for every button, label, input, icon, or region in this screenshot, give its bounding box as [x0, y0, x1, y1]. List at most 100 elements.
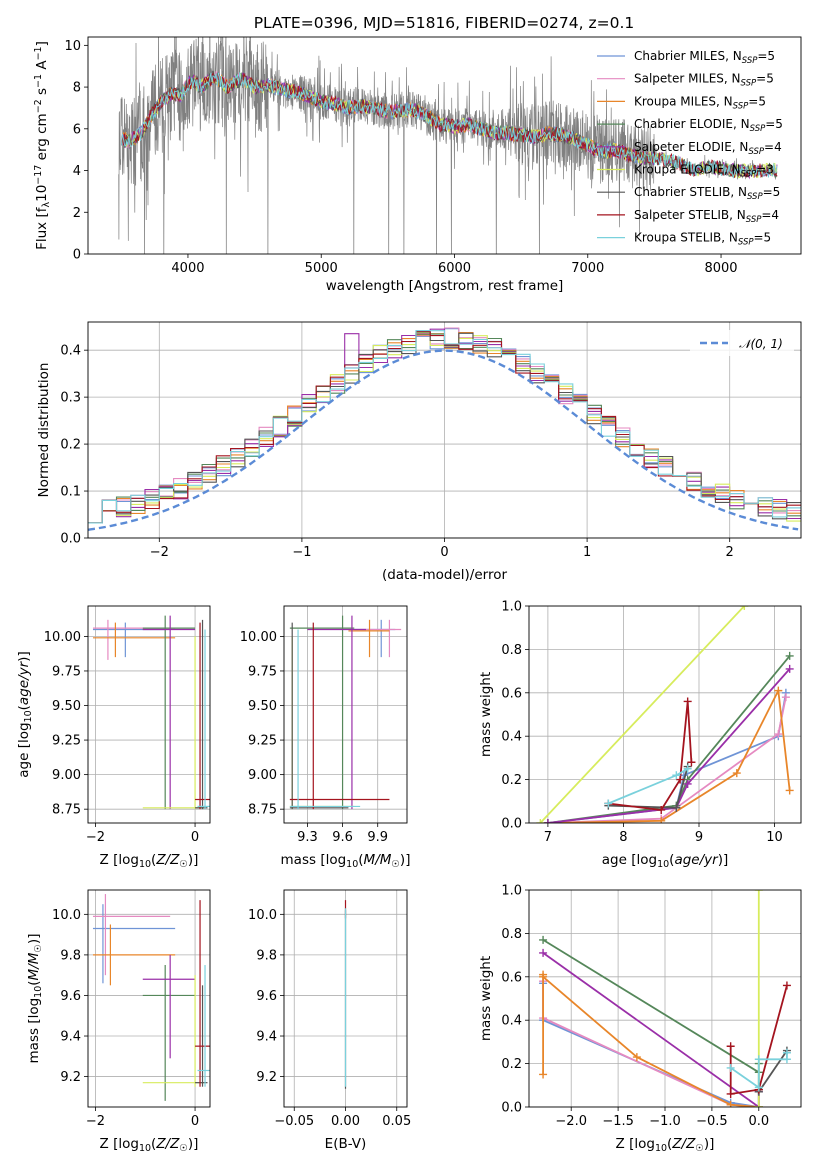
chart-mass-vs-Z: −2 0 9.2 9.4 9.6 9.8 10.0 Z [log10(Z/Z☉)] mass […	[26, 889, 211, 1154]
series-marker	[754, 1055, 763, 1064]
axes-residuals: −2 −1 0 1 2 0.0 0.1 0.2 0.3 0.4	[60, 344, 734, 560]
y-axis-label: mass weight	[478, 956, 494, 1041]
plot-area-spectrum	[118, 37, 778, 254]
x-axis-label: Z [log10(Z/Z☉)]	[616, 1136, 715, 1154]
legend-entry-chabrier-elodie: Chabrier ELODIE, NSSP=5	[634, 117, 783, 134]
grid-mass-vs-Z	[88, 890, 210, 1107]
series-marker	[726, 1063, 735, 1072]
legend-entry-salpeter-elodie: Salpeter ELODIE, NSSP=4	[634, 140, 782, 157]
errorbar-kroupa-stelib	[197, 629, 210, 810]
y-tick-label: 9.4	[60, 1030, 81, 1045]
plot-area-mass-weight-vs-Z	[529, 890, 801, 1107]
y-tick-label: 10.0	[52, 908, 81, 923]
series-marker	[657, 816, 666, 823]
series-marker	[726, 1089, 735, 1098]
series-marker	[740, 606, 749, 610]
series-salpeter-miles	[539, 977, 763, 1107]
y-axis-label: mass [log10(M/M☉)]	[26, 934, 44, 1064]
y-tick-label: 9.00	[52, 768, 81, 783]
errorbar-chabrier-stelib	[289, 622, 349, 810]
x-tick-label: −2	[150, 545, 169, 560]
x-tick-label: 2	[726, 545, 734, 560]
x-tick-label: −2	[86, 1114, 105, 1129]
series-line	[547, 696, 787, 823]
chart-mass-weight-vs-Z: −2.0 −1.5 −1.0 −0.5 0.0 0.0 0.2 0.4 0.6 0.8 1.0 Z […	[478, 884, 802, 1154]
chart-age-vs-Z: −2 0 8.75 9.00 9.25 9.50 9.75 10.00 Z [log10(Z/Z…	[16, 605, 211, 870]
y-tick-label: 10	[64, 39, 81, 54]
series-chabrier-elodie	[539, 935, 763, 1094]
errorbar-chabrier-elodie	[142, 615, 196, 810]
errorbar-chabrier-stelib	[195, 619, 208, 810]
y-tick-label: 0.2	[501, 773, 522, 788]
x-tick-label: 9.9	[367, 830, 388, 845]
chart-mass-weight-vs-age: 7 8 9 10 0.0 0.2 0.4 0.6 0.8 1.0 age [log10(age/yr…	[478, 600, 802, 870]
x-tick-label: 8000	[704, 261, 737, 276]
y-axis-label: Flux [fλ10−17 erg cm−2 s−1 A−1]	[33, 41, 52, 250]
y-tick-label: 0.0	[501, 817, 522, 832]
errorbar-salpeter-elodie	[307, 615, 366, 810]
y-tick-label: 0.8	[501, 927, 522, 942]
axes-frame	[87, 36, 802, 255]
errorbar-salpeter-miles	[92, 894, 171, 976]
y-tick-label: 4	[73, 164, 81, 179]
errorbar-kroupa-elodie	[289, 636, 355, 810]
series-line	[539, 606, 745, 823]
y-axis-label: mass weight	[478, 672, 494, 757]
plot-area-mass-weight-vs-age	[529, 606, 801, 823]
axes-frame	[528, 605, 802, 824]
series-kroupa-miles	[539, 970, 763, 1107]
series-marker	[782, 1048, 791, 1057]
plot-area-mass-vs-ebv	[284, 890, 407, 1107]
series-line	[547, 668, 791, 823]
axes-frame	[283, 889, 408, 1108]
y-tick-label: 9.75	[248, 664, 277, 679]
axes-mass-vs-ebv: −0.05 0.00 0.05 9.2 9.4 9.6 9.8 10.0	[248, 908, 411, 1129]
y-tick-label: 2	[73, 206, 81, 221]
errorbar-kroupa-miles	[92, 622, 176, 658]
series-chabrier-stelib	[754, 1046, 791, 1096]
x-tick-label: −0.5	[696, 1114, 728, 1129]
legend-entry-chabrier-miles: Chabrier MILES, NSSP=5	[634, 49, 775, 66]
plot-area-age-vs-mass	[284, 606, 407, 823]
grid-age-vs-mass	[284, 606, 407, 823]
legend-entry-kroupa-miles: Kroupa MILES, NSSP=5	[634, 94, 766, 111]
series-chabrier-elodie	[543, 651, 794, 823]
y-tick-label: 10.0	[248, 908, 277, 923]
x-tick-label: 9.6	[332, 830, 353, 845]
figure-title: PLATE=0396, MJD=51816, FIBERID=0274, z=0…	[254, 14, 635, 32]
x-axis-label: age [log10(age/yr)]	[602, 852, 728, 870]
errorbar-kroupa-stelib	[289, 629, 361, 810]
series-marker	[774, 730, 783, 739]
chart-age-vs-mass: 9.3 9.6 9.9 8.75 9.00 9.25 9.50 9.75 10.00 mass […	[240, 605, 410, 870]
series-marker	[604, 799, 613, 808]
legend-spectrum: Chabrier MILES, NSSP=5 Salpeter MILES, NS…	[597, 49, 783, 248]
y-tick-label: 9.6	[60, 989, 81, 1004]
y-tick-label: 0.2	[501, 1057, 522, 1072]
errorbar-salpeter-stelib	[289, 622, 390, 810]
y-tick-label: 0.6	[501, 686, 522, 701]
model-kroupa-stelib	[120, 72, 778, 179]
grid-age-vs-Z	[88, 606, 210, 823]
x-tick-label: −1.5	[602, 1114, 634, 1129]
series-marker	[536, 819, 545, 823]
chart-residuals: −2 −1 0 1 2 0.0 0.1 0.2 0.3 0.4 𝒩(0, 1) (data-model…	[36, 321, 802, 583]
y-tick-label: 9.50	[248, 699, 277, 714]
series-marker	[754, 1103, 763, 1107]
series-line	[547, 655, 791, 823]
series-marker	[683, 779, 692, 788]
x-tick-label: 0	[191, 830, 199, 845]
errorbar-salpeter-elodie	[142, 954, 196, 1059]
errorbar-kroupa-elodie	[142, 975, 206, 1087]
x-tick-label: 6000	[438, 261, 471, 276]
legend-entry-kroupa-elodie: Kroupa ELODIE, NSSP=3	[634, 163, 774, 180]
series-marker	[539, 1070, 548, 1079]
y-tick-label: 0.0	[501, 1101, 522, 1116]
y-tick-label: 0.1	[60, 485, 81, 500]
x-tick-label: 7000	[571, 261, 604, 276]
series-marker	[754, 1083, 763, 1092]
errorbar-chabrier-miles	[92, 904, 176, 984]
legend-entry-chabrier-stelib: Chabrier STELIB, NSSP=5	[634, 185, 780, 202]
series-chabrier-miles	[539, 979, 763, 1107]
series-kroupa-stelib	[726, 1048, 791, 1092]
